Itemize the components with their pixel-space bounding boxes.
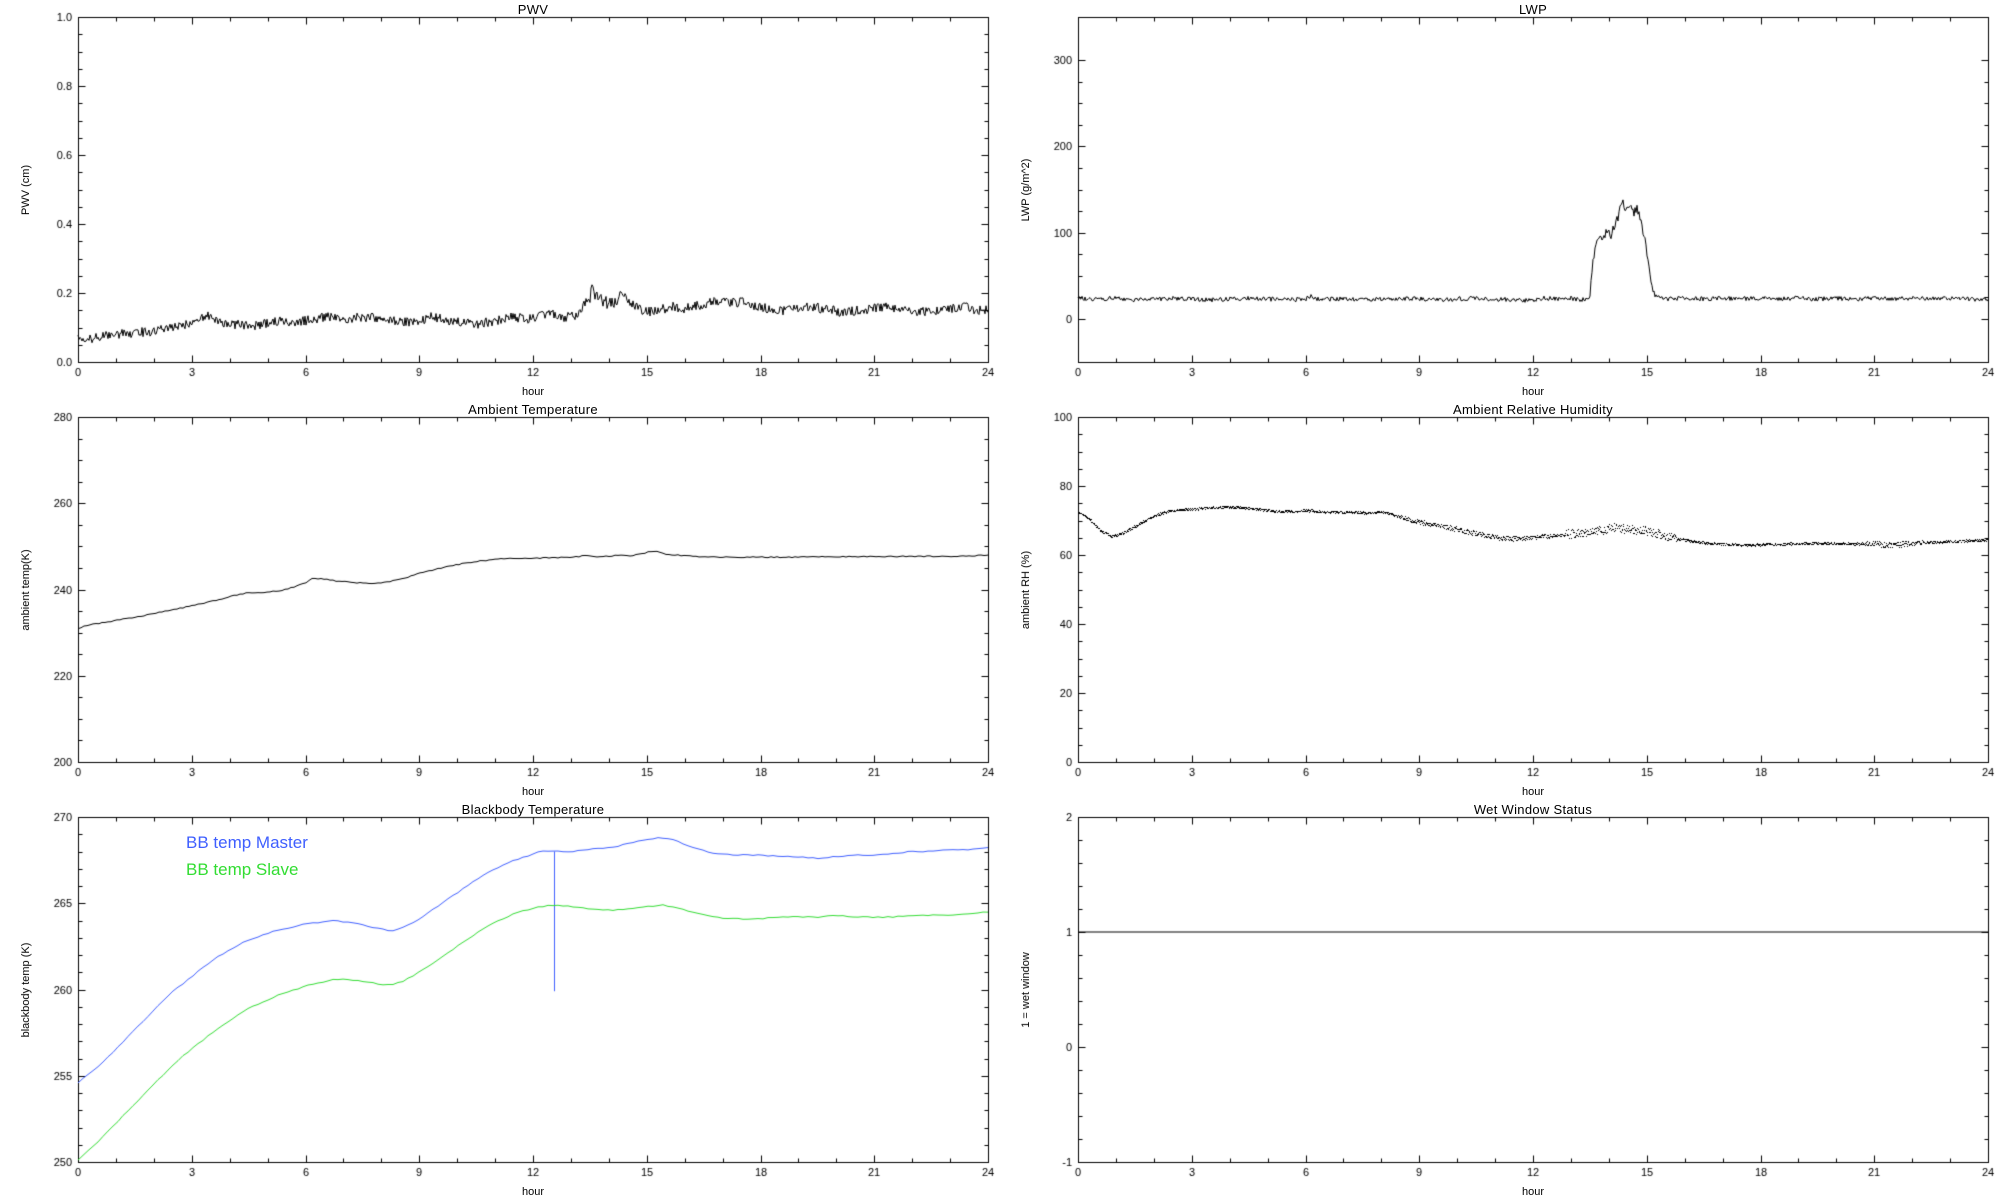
x-axis-label: hour: [521, 1186, 545, 1198]
y-axis-label: LWP (g/m^2): [1020, 158, 1032, 222]
chart-title: Ambient Relative Humidity: [1453, 402, 1613, 417]
chart-title: Wet Window Status: [1473, 802, 1593, 817]
x-axis-label: hour: [521, 386, 545, 398]
x-axis-label: hour: [1521, 386, 1545, 398]
ambient-relative-humidity-plot-canvas: [1000, 400, 2000, 800]
chart-title: Ambient Temperature: [468, 402, 598, 417]
bb-temp-legend: BB temp Master BB temp Slave: [186, 834, 308, 888]
x-axis-label: hour: [521, 786, 545, 798]
chart-title: PWV: [517, 2, 549, 17]
legend-bb-temp-slave: BB temp Slave: [186, 860, 299, 879]
y-axis-label: ambient temp(K): [20, 549, 32, 631]
chart-blackbody-temperature: Blackbody Temperature blackbody temp (K)…: [0, 800, 1000, 1200]
chart-title: LWP: [1518, 2, 1548, 17]
blackbody-temperature-plot-canvas: [0, 800, 1000, 1200]
x-axis-label: hour: [1521, 1186, 1545, 1198]
pwv-plot-canvas: [0, 0, 1000, 400]
y-axis-label: blackbody temp (K): [20, 942, 32, 1038]
chart-title: Blackbody Temperature: [461, 802, 605, 817]
ambient-temperature-plot-canvas: [0, 400, 1000, 800]
chart-pwv: PWV PWV (cm) hour: [0, 0, 1000, 400]
legend-bb-temp-master: BB temp Master: [186, 833, 308, 852]
chart-ambient-relative-humidity: Ambient Relative Humidity ambient RH (%)…: [1000, 400, 2000, 800]
y-axis-label: PWV (cm): [20, 164, 32, 216]
y-axis-label: 1 = wet window: [1020, 952, 1032, 1028]
lwp-plot-canvas: [1000, 0, 2000, 400]
x-axis-label: hour: [1521, 786, 1545, 798]
chart-wet-window-status: Wet Window Status 1 = wet window hour: [1000, 800, 2000, 1200]
chart-ambient-temperature: Ambient Temperature ambient temp(K) hour: [0, 400, 1000, 800]
wet-window-status-plot-canvas: [1000, 800, 2000, 1200]
y-axis-label: ambient RH (%): [1020, 550, 1032, 630]
chart-lwp: LWP LWP (g/m^2) hour: [1000, 0, 2000, 400]
